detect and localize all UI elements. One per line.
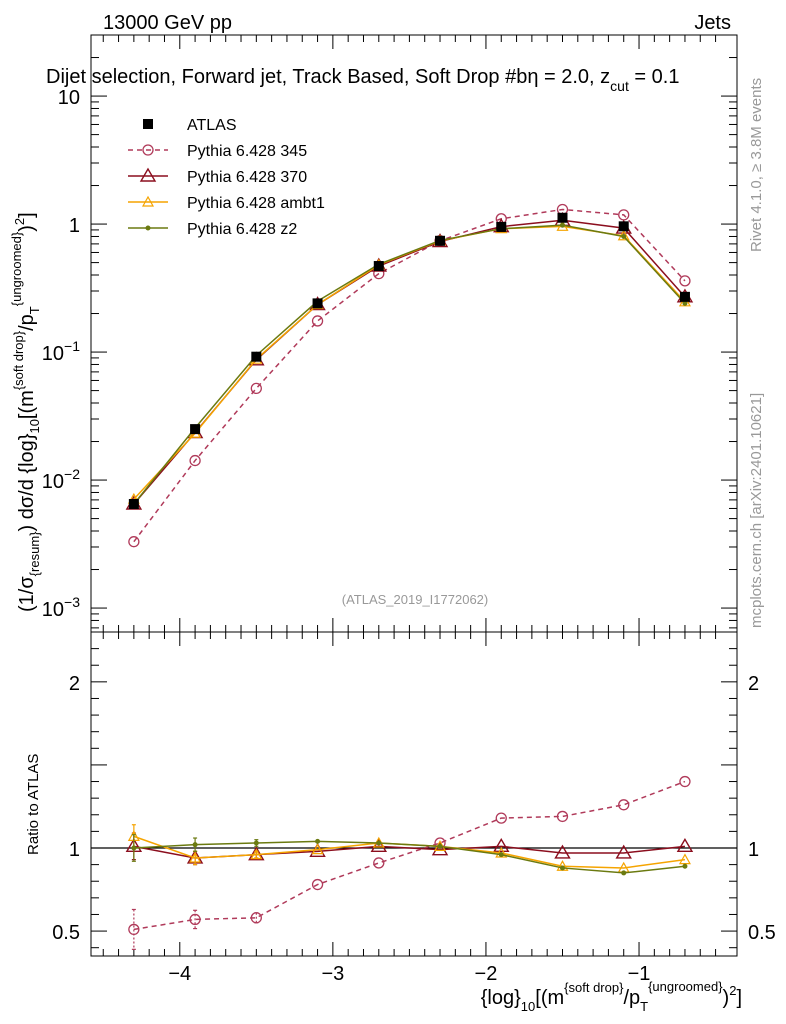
top-panel-series: [125, 203, 694, 548]
ratio-point: [311, 843, 324, 855]
legend-atlas-marker: [143, 119, 153, 129]
atlas-data-point: [496, 221, 507, 232]
ratio-point: [315, 838, 321, 844]
legend-marker: [141, 195, 155, 207]
y-tick-label: 10−1: [42, 338, 80, 365]
atlas-data-point: [373, 261, 384, 272]
atlas-data-point: [618, 221, 629, 232]
series-point: [189, 454, 201, 467]
x-tick-label: −2: [475, 963, 498, 985]
legend-marker: [142, 144, 154, 156]
x-tick-label: −4: [168, 963, 191, 985]
y-tick-label: 1: [69, 215, 80, 237]
ratio-point: [679, 775, 691, 788]
series-point: [559, 222, 565, 228]
ratio-point: [495, 812, 507, 824]
legend-label: Pythia 6.428 z2: [187, 221, 297, 238]
ratio-line: [133, 835, 686, 869]
legend: ATLAS Pythia 6.428 345 Pythia 6.428 370 Pyt…: [128, 117, 325, 238]
legend-marker: [145, 225, 151, 231]
series-line: [133, 219, 686, 505]
y-tick-label-right: 2: [748, 673, 759, 695]
series-point: [128, 536, 140, 548]
ratio-point: [311, 878, 324, 891]
legend-marker: [139, 167, 157, 182]
y-tick-label: 10−2: [42, 466, 80, 493]
y-axis-label-bottom: Ratio to ATLAS: [25, 754, 42, 855]
legend-label: Pythia 6.428 370: [187, 169, 307, 186]
ratio-point: [373, 857, 385, 869]
ratio-point: [676, 837, 694, 853]
plot-title: Dijet selection, Forward jet, Track Base…: [46, 66, 679, 94]
ratio-point: [556, 810, 569, 823]
ratio-point: [682, 863, 688, 869]
y-axis-label-top: (1/σ{resum}) dσ/d {log}10[(m{soft drop}/…: [9, 212, 42, 612]
atlas-data-point: [128, 499, 139, 510]
ratio-point: [554, 844, 571, 859]
ratio-line: [133, 840, 686, 874]
ratio-point: [618, 799, 630, 811]
atlas-data-point: [312, 298, 323, 309]
ratio-point: [615, 844, 632, 859]
atlas-data-point: [190, 424, 201, 435]
ratio-point: [250, 912, 262, 924]
y-tick-label: 2: [69, 673, 80, 695]
ratio-point: [128, 923, 140, 936]
series-line: [133, 224, 686, 505]
analysis-watermark: (ATLAS_2019_I1772062): [342, 592, 488, 607]
x-tick-label: −1: [628, 963, 651, 985]
y-tick-label-right: 0.5: [748, 922, 776, 944]
legend-atlas-label: ATLAS: [187, 117, 237, 134]
ratio-point: [678, 853, 691, 865]
ratio-point: [253, 840, 259, 846]
bottom-panel-frame: [90, 631, 738, 957]
y-tick-label: 10: [58, 87, 80, 109]
series-layer: [125, 203, 694, 950]
axes: −4 −3 −2 −1 10−3 10−2 10−1 1 10 0.5 0.5 1 1 2 2: [42, 34, 776, 985]
series-point: [621, 233, 627, 239]
series-point: [311, 315, 324, 327]
atlas-data-point: [679, 291, 690, 302]
ratio-point: [559, 865, 565, 871]
ratio-point: [192, 842, 198, 848]
ratio-point: [498, 852, 504, 858]
rivet-label: Rivet 4.1.0, ≥ 3.8M events: [748, 78, 765, 252]
ratio-point: [189, 851, 202, 863]
ratio-panel-series: [125, 775, 694, 950]
ratio-point: [189, 913, 201, 926]
x-axis-label: {log}10[(m{soft drop}/pT{ungroomed})2]: [481, 979, 742, 1014]
series-point: [679, 275, 691, 287]
ratio-point: [437, 843, 443, 849]
x-tick-label: −3: [321, 963, 344, 985]
ratio-line: [133, 780, 686, 931]
y-tick-label-right: 1: [748, 839, 759, 861]
series-line: [133, 208, 686, 543]
legend-label: Pythia 6.428 345: [187, 143, 307, 160]
series-point: [682, 300, 688, 306]
ratio-point: [621, 870, 627, 876]
ratio-point: [376, 840, 382, 846]
legend-label: Pythia 6.428 ambt1: [187, 195, 325, 212]
ratio-point: [493, 837, 510, 853]
y-tick-label: 1: [69, 839, 80, 861]
mcplots-label: mcplots.cern.ch [arXiv:2401.10621]: [748, 393, 765, 628]
header-right: Jets: [694, 12, 731, 34]
header-left: 13000 GeV pp: [103, 12, 232, 34]
ratio-point: [250, 848, 263, 860]
ratio-point: [131, 845, 137, 851]
atlas-data-point: [251, 351, 262, 362]
series-point: [250, 382, 262, 395]
atlas-data-point: [557, 212, 568, 223]
series-line: [133, 225, 686, 500]
y-tick-label: 10−3: [42, 594, 80, 621]
y-tick-label: 0.5: [52, 922, 80, 944]
atlas-data-point: [435, 235, 446, 246]
